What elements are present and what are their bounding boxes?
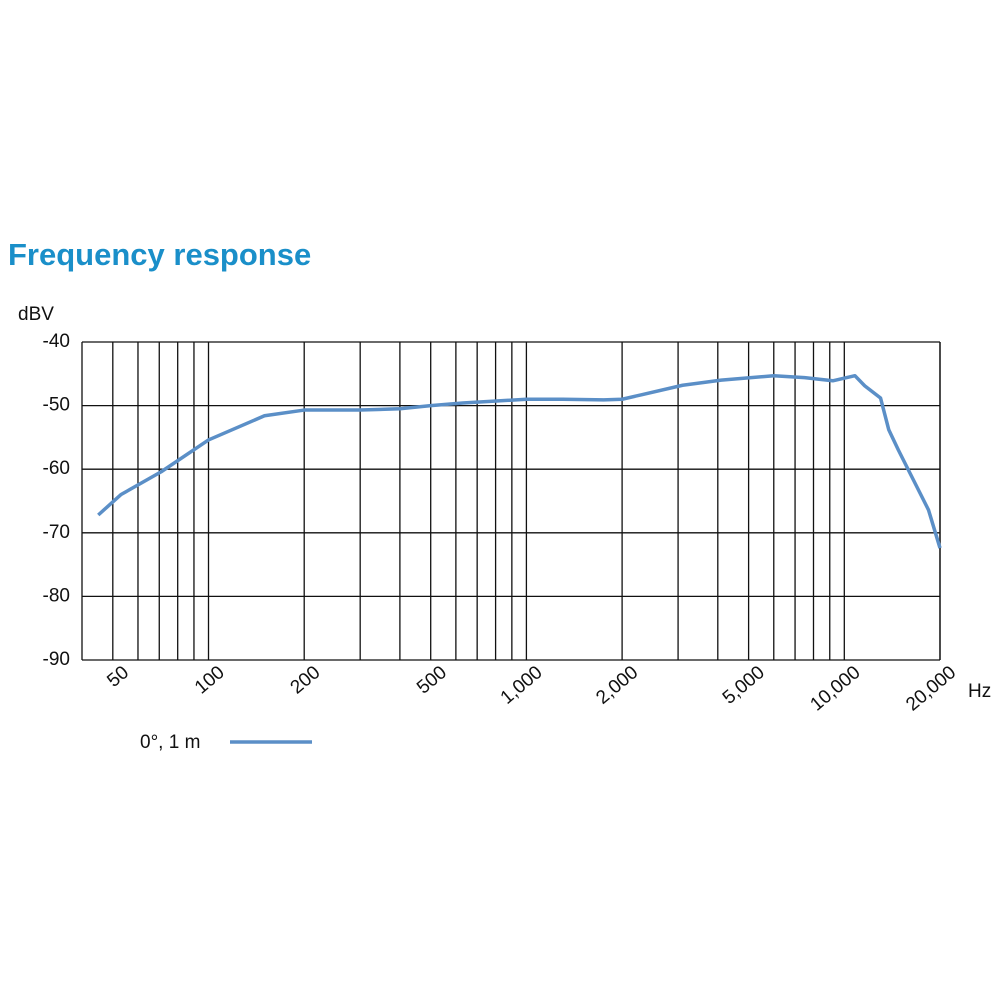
y-tick-label: -80 xyxy=(43,585,70,606)
x-axis-label: Hz xyxy=(968,681,991,702)
x-tick-label: 5,000 xyxy=(719,662,769,709)
y-tick-label: -50 xyxy=(43,395,70,416)
y-tick-label: -60 xyxy=(43,458,70,479)
y-tick-label: -70 xyxy=(43,522,70,543)
x-tick-label: 2,000 xyxy=(592,662,642,709)
x-tick-label: 500 xyxy=(413,662,451,698)
y-tick-label: -90 xyxy=(43,649,70,670)
legend-label: 0°, 1 m xyxy=(140,732,200,753)
x-tick-label: 100 xyxy=(191,662,229,698)
x-tick-label: 20,000 xyxy=(902,662,960,715)
x-tick-label: 10,000 xyxy=(807,662,865,715)
data-line xyxy=(97,373,942,549)
x-tick-label: 50 xyxy=(103,662,133,692)
x-tick-label: 1,000 xyxy=(497,662,547,709)
x-tick-label: 200 xyxy=(287,662,325,698)
y-axis-label: dBV xyxy=(18,304,54,325)
chart-title: Frequency response xyxy=(8,237,311,272)
y-tick-label: -40 xyxy=(43,331,70,352)
